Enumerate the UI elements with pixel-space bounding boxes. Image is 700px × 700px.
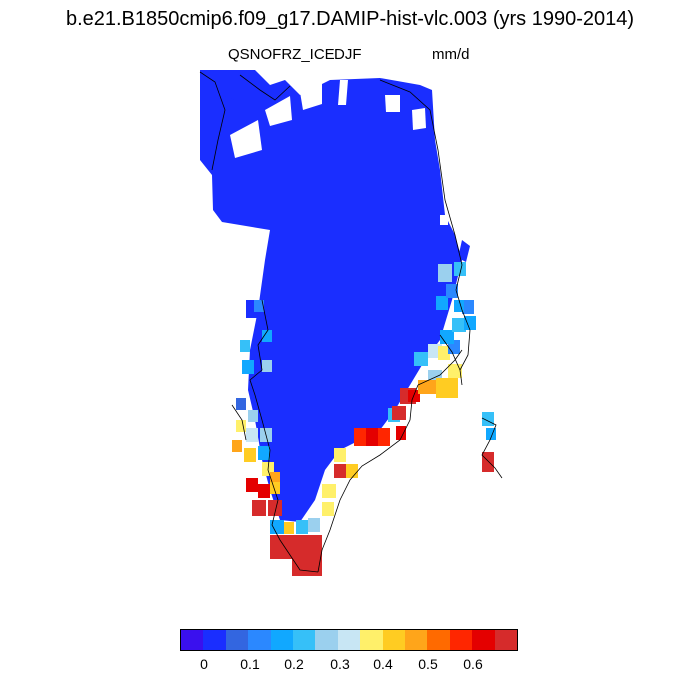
colorbar-swatch-14	[494, 630, 518, 650]
grid-cell	[296, 520, 308, 534]
grid-cell	[308, 518, 320, 532]
colorbar-swatch-13	[472, 630, 495, 650]
coastline	[199, 71, 503, 573]
colorbar-swatch-10	[405, 630, 428, 650]
colorbar-swatch-5	[293, 630, 316, 650]
grid-cell	[346, 464, 358, 478]
ice-patch	[458, 240, 470, 262]
grid-cell	[482, 452, 494, 472]
grid-cell	[248, 410, 258, 422]
fjord-gap	[300, 82, 322, 110]
grid-cell	[438, 264, 452, 282]
grid-cell	[240, 340, 250, 352]
ice-sheet-polygon	[200, 70, 462, 522]
colorbar-tick-label: 0.4	[373, 656, 393, 672]
grid-cell	[322, 502, 334, 516]
colorbar-tick-label: 0.3	[330, 656, 350, 672]
colorbar-swatch-2	[225, 630, 249, 650]
coastline-segment	[439, 334, 461, 371]
coastline-segment	[379, 79, 463, 291]
grid-cell	[418, 380, 436, 394]
variable-label: QSNOFRZ_ICE	[228, 46, 335, 63]
grid-cell	[284, 522, 294, 534]
coastline-segment	[239, 74, 291, 101]
coastline-segment	[481, 417, 503, 479]
colorbar-tick-label: 0.5	[418, 656, 438, 672]
colorbar-swatch-3	[248, 630, 271, 650]
grid-cell	[322, 484, 336, 498]
grid-cell	[438, 346, 450, 360]
colorbar-swatch-1	[203, 630, 226, 650]
grid-cell	[262, 360, 272, 372]
grid-cell	[436, 378, 458, 398]
grid-cell	[378, 428, 390, 446]
grid-cell	[462, 300, 474, 314]
colorbar	[180, 629, 518, 651]
grid-cell	[242, 360, 254, 374]
colorbar-swatch-12	[449, 630, 473, 650]
grid-cell	[270, 482, 280, 494]
fjord-gap	[265, 96, 292, 126]
coastline-segment	[199, 71, 226, 171]
coastline-segment	[231, 404, 247, 441]
grid-cell	[258, 446, 270, 460]
grid-cell	[246, 478, 258, 492]
colorbar-tick-label: 0	[200, 656, 208, 672]
grid-cell	[454, 300, 464, 312]
grid-cell	[246, 428, 258, 442]
grid-cell	[396, 426, 406, 440]
grid-cell	[262, 330, 272, 342]
grid-cell	[486, 428, 496, 440]
colorbar-swatch-11	[427, 630, 450, 650]
coastline-segment	[417, 349, 463, 386]
colorbar-swatch-9	[382, 630, 406, 650]
fjord-gap	[412, 108, 426, 130]
grid-cell	[292, 552, 322, 576]
grid-cell	[254, 300, 264, 312]
ice-patch	[218, 70, 240, 100]
fjord-gap	[230, 120, 262, 158]
fjord-gap	[338, 80, 348, 105]
grid-cell	[464, 316, 476, 330]
grid-cell	[436, 296, 448, 310]
grid-cell	[236, 420, 246, 432]
coastline-segment	[249, 299, 319, 573]
grid-cell	[236, 398, 246, 410]
grid-cell	[258, 484, 270, 498]
grid-cell	[270, 520, 284, 534]
grid-cell	[334, 464, 348, 478]
grid-cell	[252, 500, 266, 516]
grid-cell	[354, 428, 366, 446]
grid-cell	[414, 352, 428, 366]
grid-cell	[454, 262, 466, 276]
colorbar-tick-label: 0.6	[463, 656, 483, 672]
grid-cell	[270, 472, 280, 484]
colorbar-tick-label: 0.2	[284, 656, 304, 672]
grid-cell	[232, 440, 242, 452]
grid-cell	[452, 318, 466, 332]
units-label: mm/d	[432, 46, 470, 63]
grid-cell	[440, 330, 454, 344]
grid-cell	[334, 448, 346, 462]
season-label: DJF	[334, 46, 362, 63]
plot-title: b.e21.B1850cmip6.f09_g17.DAMIP-hist-vlc.…	[65, 8, 635, 30]
fjord-gap	[440, 215, 448, 225]
grid-cell	[446, 284, 458, 298]
coastline-segment	[317, 384, 419, 573]
grid-cell	[392, 406, 406, 420]
colorbar-swatch-8	[360, 630, 383, 650]
grid-cell	[268, 500, 282, 516]
colorbar-swatch-7	[337, 630, 361, 650]
ice-sheet-field	[200, 70, 470, 522]
grid-cell	[244, 448, 256, 462]
fjord-gap	[385, 95, 400, 112]
colorbar-swatch-6	[315, 630, 338, 650]
grid-cell	[366, 428, 378, 446]
edge-cells	[232, 262, 496, 576]
colorbar-tick-label: 0.1	[240, 656, 260, 672]
colorbar-swatch-4	[270, 630, 294, 650]
coastline-segment	[455, 289, 471, 386]
colorbar-swatch-0	[181, 630, 204, 650]
